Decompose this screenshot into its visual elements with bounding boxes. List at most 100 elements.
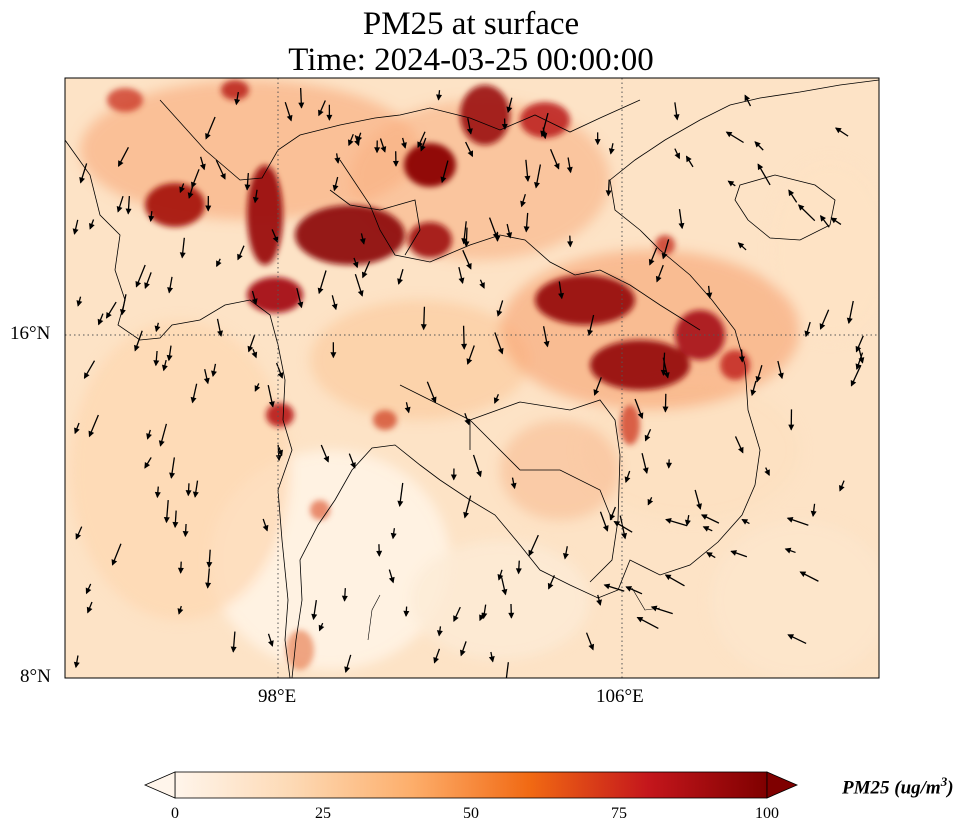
wind-arrow <box>520 194 526 208</box>
wind-arrow <box>354 135 360 147</box>
wind-arrow <box>855 352 864 371</box>
wind-arrow <box>734 436 744 454</box>
wind-arrow <box>725 131 744 144</box>
wind-arrow <box>673 102 680 121</box>
wind-arrow <box>787 634 807 645</box>
wind-arrow <box>647 497 654 506</box>
wind-arrow <box>664 574 685 587</box>
wind-arrow <box>311 600 318 621</box>
wind-arrow <box>234 91 241 106</box>
wind-arrow <box>205 116 216 140</box>
wind-arrow <box>111 543 122 566</box>
wind-arrow <box>594 132 601 146</box>
wind-arrow <box>341 588 348 602</box>
wind-arrow <box>379 138 387 153</box>
wind-arrow <box>567 235 574 248</box>
colorbar-extend-min <box>143 771 176 799</box>
wind-arrow <box>510 477 517 490</box>
wind-arrow <box>479 612 485 622</box>
wind-arrow <box>326 104 333 121</box>
pm25-blob <box>535 275 635 325</box>
wind-arrow <box>320 444 330 463</box>
wind-arrow <box>191 169 200 189</box>
lon-tick-label: 98°E <box>258 686 297 707</box>
wind-arrow <box>440 160 449 184</box>
pm25-blob <box>710 520 879 678</box>
colorbar-gradient <box>174 771 768 799</box>
pm25-blob <box>460 85 510 145</box>
wind-arrow <box>462 249 472 270</box>
wind-arrow <box>744 94 752 107</box>
wind-arrow <box>97 313 104 326</box>
pm25-blob <box>310 300 530 420</box>
wind-arrow <box>318 622 325 632</box>
wind-arrow <box>154 322 161 333</box>
colorbar-tick-label: 0 <box>171 805 179 822</box>
wind-arrow <box>694 489 702 510</box>
wind-arrow <box>161 359 168 372</box>
wind-arrow <box>593 377 602 396</box>
wind-arrow <box>403 606 410 617</box>
wind-arrow <box>661 239 670 260</box>
wind-arrow <box>463 227 470 248</box>
wind-arrow <box>205 195 212 212</box>
wind-arrow <box>125 196 132 215</box>
wind-arrow <box>192 480 199 498</box>
wind-arrow <box>655 264 664 283</box>
wind-arrow <box>247 334 256 353</box>
wind-arrow <box>587 314 595 336</box>
wind-arrow <box>706 552 716 559</box>
wind-arrow <box>488 651 495 663</box>
colorbar <box>143 771 799 799</box>
wind-arrow <box>179 237 186 259</box>
wind-arrow <box>190 383 198 404</box>
wind-arrow <box>494 332 504 355</box>
wind-arrow <box>523 212 530 233</box>
wind-arrow <box>177 605 184 615</box>
wind-arrow <box>585 632 595 651</box>
wind-arrow <box>797 204 816 222</box>
pm25-blob <box>373 410 397 430</box>
wind-arrow <box>524 159 531 182</box>
wind-arrow <box>634 398 644 420</box>
wind-arrow <box>134 330 143 352</box>
wind-arrow <box>665 518 688 527</box>
wind-arrow <box>850 364 862 387</box>
colorbar-tick-label: 50 <box>463 805 479 822</box>
wind-arrow <box>528 534 539 557</box>
wind-arrow <box>397 482 404 508</box>
wind-arrow <box>730 550 748 558</box>
wind-arrow <box>786 516 809 526</box>
wind-arrow <box>426 381 437 404</box>
pm25-blob <box>107 88 143 112</box>
wind-arrow <box>542 326 550 348</box>
wind-arrow <box>777 360 784 380</box>
wind-arrow <box>146 429 152 440</box>
wind-arrow <box>562 546 569 560</box>
wind-arrow <box>839 480 845 492</box>
wind-arrow <box>493 394 500 404</box>
wind-arrow <box>420 137 427 152</box>
wind-arrow <box>206 549 213 569</box>
wind-arrow <box>144 272 152 289</box>
wind-arrow <box>144 457 152 469</box>
wind-arrow <box>158 423 168 447</box>
wind-arrow <box>608 143 615 155</box>
gridlines <box>65 78 879 678</box>
wind-arrow <box>105 301 117 319</box>
wind-arrow <box>436 90 443 101</box>
wind-arrow <box>392 151 399 167</box>
wind-arrow <box>116 196 124 213</box>
wind-arrow <box>459 641 467 657</box>
wind-arrow <box>755 364 763 383</box>
wind-arrow <box>251 290 258 305</box>
wind-arrow <box>230 631 237 653</box>
wind-arrow <box>401 137 407 149</box>
pm25-blob <box>620 405 640 445</box>
wind-arrow <box>501 577 508 596</box>
wind-arrow <box>506 97 513 114</box>
wind-arrow <box>666 459 673 469</box>
wind-arrow <box>397 269 404 285</box>
wind-arrow <box>390 528 397 540</box>
pm25-blob <box>408 222 452 258</box>
